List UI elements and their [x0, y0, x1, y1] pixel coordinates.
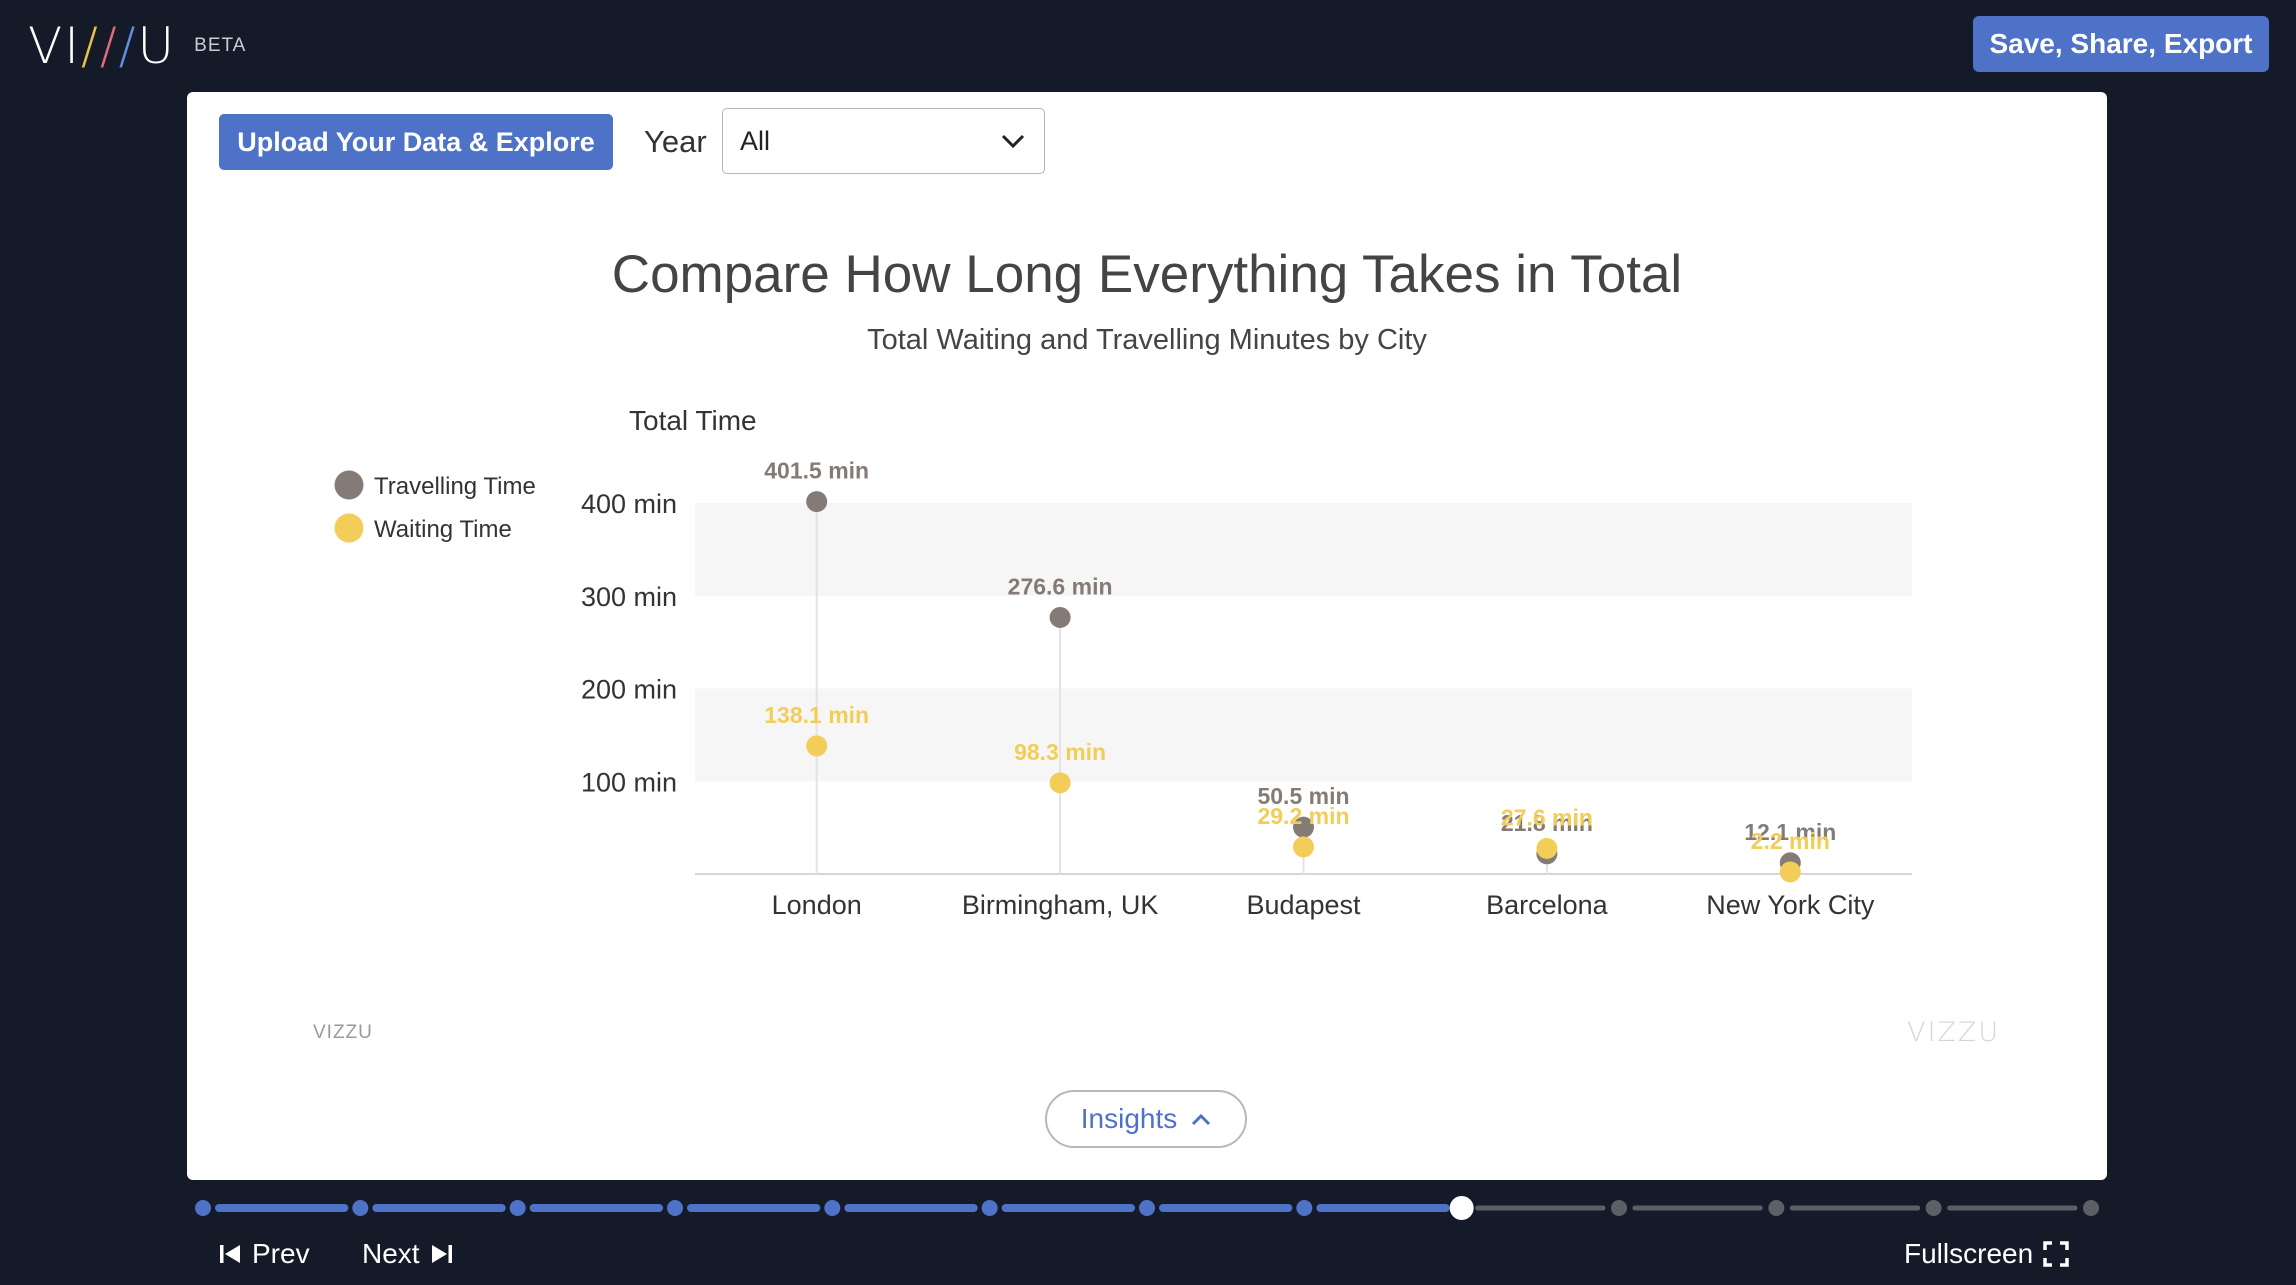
progress-step-dot[interactable]	[1611, 1200, 1627, 1216]
x-tick-label: Birmingham, UK	[962, 890, 1159, 920]
progress-step-dot[interactable]	[1768, 1200, 1785, 1216]
x-tick-label: New York City	[1706, 890, 1875, 920]
data-point[interactable]	[806, 491, 828, 513]
beta-badge: BETA	[194, 35, 247, 56]
fullscreen-button[interactable]: Fullscreen	[1904, 1234, 2069, 1274]
logo-wordmark: VI///U	[28, 17, 177, 75]
data-point[interactable]	[1049, 772, 1071, 794]
progress-step-dot[interactable]	[667, 1200, 683, 1216]
prev-button[interactable]: Prev	[218, 1234, 310, 1274]
y-tick-label: 400 min	[581, 489, 677, 519]
data-point[interactable]	[1293, 836, 1314, 858]
chevron-down-icon	[1001, 134, 1025, 149]
save-share-export-button[interactable]: Save, Share, Export	[1973, 16, 2269, 72]
next-label: Next	[362, 1238, 420, 1269]
skip-next-icon	[431, 1245, 452, 1263]
x-tick-label: Barcelona	[1486, 890, 1609, 920]
data-label: 50.5 min	[1257, 783, 1349, 809]
progress-step-dot[interactable]	[2083, 1200, 2099, 1216]
year-select[interactable]: All	[722, 108, 1045, 174]
chart-title: Compare How Long Everything Takes in Tot…	[612, 245, 1682, 304]
grid-band	[695, 503, 1912, 596]
data-label: 21.8 min	[1501, 810, 1593, 836]
y-tick-label: 100 min	[581, 767, 677, 797]
data-label: 29.2 min	[1257, 803, 1349, 829]
fullscreen-icon	[2043, 1241, 2069, 1267]
chart-subtitle: Total Waiting and Travelling Minutes by …	[867, 324, 1427, 356]
progress-step-current[interactable]	[1449, 1196, 1474, 1220]
watermark-logo: VIZZU	[1907, 1017, 2001, 1048]
data-label: 27.6 min	[1501, 804, 1593, 830]
progress-step-dot[interactable]	[352, 1200, 369, 1216]
data-label: 98.3 min	[1014, 739, 1106, 765]
data-label: 276.6 min	[1008, 573, 1113, 599]
insights-label: Insights	[1080, 1103, 1178, 1134]
legend-swatch[interactable]	[334, 513, 364, 543]
progress-step-dot[interactable]	[1139, 1200, 1155, 1216]
data-label: 401.5 min	[764, 458, 869, 484]
progress-step-dot[interactable]	[195, 1200, 211, 1216]
grid-band	[695, 688, 1912, 782]
legend-label[interactable]: Travelling Time	[374, 473, 536, 500]
story-progress-track[interactable]	[0, 1190, 2296, 1226]
data-point[interactable]	[1293, 816, 1314, 838]
insights-toggle-button[interactable]: Insights	[1045, 1090, 1247, 1148]
legend-label[interactable]: Waiting Time	[374, 516, 512, 543]
chevron-up-icon	[1192, 1113, 1211, 1126]
next-button[interactable]: Next	[362, 1234, 454, 1274]
data-label: 138.1 min	[764, 702, 869, 728]
legend-swatch[interactable]	[334, 470, 364, 500]
upload-data-button[interactable]: Upload Your Data & Explore	[219, 114, 613, 170]
y-axis-title: Total Time	[629, 405, 757, 436]
vizzu-logo[interactable]: VI///U BETA	[28, 16, 246, 76]
progress-step-dot[interactable]	[509, 1200, 526, 1216]
fullscreen-label: Fullscreen	[1904, 1238, 2034, 1269]
progress-step-dot[interactable]	[981, 1200, 998, 1216]
y-tick-label: 300 min	[581, 582, 677, 612]
data-point[interactable]	[1536, 837, 1558, 859]
skip-previous-icon	[220, 1245, 240, 1263]
year-select-value: All	[740, 125, 771, 156]
x-tick-label: London	[772, 890, 862, 920]
prev-label: Prev	[252, 1238, 310, 1269]
y-tick-label: 200 min	[581, 675, 677, 705]
progress-step-dot[interactable]	[824, 1200, 841, 1216]
year-filter-label: Year	[644, 124, 707, 159]
lollipop-chart: Compare How Long Everything Takes in Tot…	[334, 245, 1912, 920]
data-label: 12.1 min	[1744, 819, 1836, 845]
data-point[interactable]	[1049, 606, 1071, 628]
x-tick-label: Budapest	[1246, 890, 1361, 920]
progress-step-dot[interactable]	[1925, 1200, 1942, 1216]
progress-step-dot[interactable]	[1296, 1200, 1313, 1216]
data-point[interactable]	[806, 735, 828, 757]
watermark-text: VIZZU	[313, 1022, 373, 1043]
story-card: Upload Your Data & Explore Year All Comp…	[187, 92, 2107, 1180]
data-label: 2.2 min	[1751, 828, 1830, 854]
data-point[interactable]	[1779, 861, 1801, 883]
